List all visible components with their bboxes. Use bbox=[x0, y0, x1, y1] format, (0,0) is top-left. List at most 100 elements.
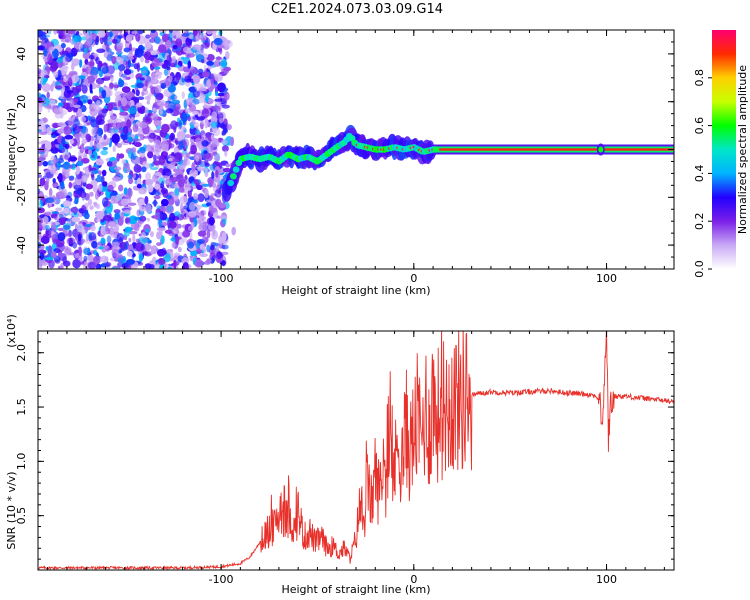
spectrogram-noise-cell bbox=[81, 113, 85, 118]
spectrogram-noise-cell bbox=[166, 66, 171, 71]
spectrogram-noise-cell bbox=[178, 186, 185, 193]
spectrogram-noise-cell bbox=[106, 235, 112, 244]
spectrogram-noise-cell bbox=[156, 242, 162, 247]
spectrogram-noise-cell bbox=[167, 164, 176, 170]
spectrogram-noise-cell bbox=[204, 188, 209, 199]
x-tick-label: 100 bbox=[596, 573, 617, 586]
spectrogram-noise-cell bbox=[107, 119, 114, 124]
spectrogram-noise-cell bbox=[159, 109, 164, 115]
spectrogram-noise-cell bbox=[199, 92, 205, 100]
spectrogram-noise-cell bbox=[95, 77, 105, 85]
spectrogram-noise-cell bbox=[154, 191, 161, 196]
spectrogram-noise-cell bbox=[197, 230, 207, 237]
spectrogram-noise-cell bbox=[96, 84, 101, 89]
spectrogram-noise-cell bbox=[51, 221, 57, 232]
spectrogram-noise-cell bbox=[169, 221, 177, 229]
spectrogram-noise-cell bbox=[132, 159, 138, 164]
spectrogram-noise-cell bbox=[97, 127, 104, 137]
spectrogram-noise-cell bbox=[203, 104, 212, 109]
spectrogram-noise-cell bbox=[87, 254, 94, 262]
spectrogram-noise-cell bbox=[95, 35, 100, 43]
spectrogram-noise-cell bbox=[163, 59, 169, 65]
spectrogram-noise-cell bbox=[111, 241, 120, 247]
spectrogram-noise-cell bbox=[187, 188, 192, 199]
colorbar-ticks: 0.0 0.2 0.4 0.6 0.8 bbox=[693, 69, 712, 278]
spectrogram-noise-cell bbox=[171, 158, 180, 163]
spectrogram-noise-cell bbox=[91, 169, 99, 175]
spectrogram-noise-cell bbox=[176, 130, 186, 140]
spectrogram-noise-cell bbox=[171, 242, 176, 249]
spectrogram-noise-cell bbox=[63, 207, 70, 215]
spectrogram-noise-cell bbox=[101, 66, 109, 75]
spectrogram-noise-cell bbox=[141, 166, 147, 173]
spectrogram-noise-cell bbox=[62, 222, 71, 231]
spectrogram-noise-cell bbox=[138, 189, 145, 195]
spectrogram-noise-cell bbox=[45, 197, 55, 204]
spectrogram-noise-cell bbox=[133, 63, 139, 70]
spectrogram-noise-cell bbox=[223, 91, 230, 101]
spectrogram-noise-cell bbox=[118, 249, 122, 254]
snr-x-ticks: -100 0 100 bbox=[47, 331, 665, 586]
spectrogram-noise-cell bbox=[230, 136, 235, 147]
spectrogram-noise-cell bbox=[119, 111, 128, 116]
spectrogram-noise-cell bbox=[68, 177, 74, 182]
spectrogram-noise-cell bbox=[95, 177, 104, 183]
spectrogram-noise-cell bbox=[149, 50, 158, 56]
spectrogram-noise-cell bbox=[196, 30, 205, 33]
spectrogram-noise-cell bbox=[116, 233, 125, 242]
spectrogram-noise-cell bbox=[145, 172, 151, 181]
spectrogram-noise-cell bbox=[154, 183, 161, 190]
spectrogram-noise-cell bbox=[98, 60, 103, 68]
spectrogram-noise-cell bbox=[71, 62, 75, 71]
spectrogram-noise-cell bbox=[38, 45, 45, 51]
spectrogram-noise-cell bbox=[57, 173, 63, 183]
spectrogram-noise-cell bbox=[41, 39, 45, 46]
spectrogram-noise-cell bbox=[161, 180, 165, 189]
spectrogram-noise-cell bbox=[42, 83, 51, 93]
colorbar-tick-label: 0.0 bbox=[693, 260, 706, 278]
spectrogram-noise-cell bbox=[50, 169, 56, 175]
spectrogram-noise-cell bbox=[186, 187, 191, 191]
spectrogram-noise-cell bbox=[69, 99, 75, 108]
spectrogram-noise-cell bbox=[190, 136, 197, 140]
spectrogram-noise-cell bbox=[231, 226, 236, 236]
spectrogram-noise-cell bbox=[113, 84, 120, 89]
spectrogram-noise-cell bbox=[153, 139, 162, 149]
spectrogram-noise-cell bbox=[189, 169, 198, 178]
spectrogram-noise-cell bbox=[211, 171, 215, 180]
spectrogram-noise-cell bbox=[204, 169, 209, 178]
spectrogram-noise-cell bbox=[153, 36, 161, 44]
spectrogram-noise-cell bbox=[92, 183, 98, 193]
spectrogram-noise-cell bbox=[201, 167, 208, 171]
spectrogram-noise-cell bbox=[46, 40, 51, 50]
spectrogram-noise-cell bbox=[47, 53, 53, 64]
y-tick-label: 40 bbox=[15, 47, 28, 61]
spectrogram-noise-cell bbox=[151, 59, 160, 68]
spectrogram-noise-cell bbox=[129, 50, 133, 54]
spectrogram-noise-cell bbox=[161, 123, 170, 133]
spectrogram-noise-cell bbox=[42, 161, 48, 167]
spectrogram-noise-cell bbox=[175, 64, 181, 68]
spectrogram-noise-cell bbox=[86, 75, 96, 84]
spectrogram-noise-cell bbox=[175, 38, 183, 48]
spectrogram-noise-cell bbox=[151, 71, 156, 81]
spectrogram-noise-cell bbox=[76, 31, 80, 35]
spectrogram-noise-cell bbox=[91, 154, 95, 159]
spectrogram-noise-cell bbox=[100, 237, 106, 245]
spectrogram-noise-cell bbox=[206, 30, 214, 35]
spectrogram-noise-cell bbox=[221, 251, 229, 256]
spectrogram-noise-cell bbox=[171, 99, 181, 105]
spectrogram-noise-cell bbox=[118, 184, 124, 192]
spectrogram-noise-cell bbox=[186, 97, 193, 106]
spectrogram-noise-cell bbox=[202, 113, 211, 117]
spectrogram-noise-cell bbox=[208, 216, 215, 226]
y-tick-label: 20 bbox=[15, 95, 28, 109]
spectrogram-noise-cell bbox=[150, 113, 159, 121]
spectrogram-noise-cell bbox=[118, 153, 125, 159]
spectrogram-noise-cell bbox=[102, 170, 107, 176]
x-tick-label: 100 bbox=[596, 272, 617, 285]
spectrogram-noise-cell bbox=[135, 89, 140, 97]
spectrogram-noise-cell bbox=[41, 235, 50, 244]
spectrogram-noise-cell bbox=[68, 77, 73, 87]
spectrogram-noise-cell bbox=[112, 126, 117, 131]
